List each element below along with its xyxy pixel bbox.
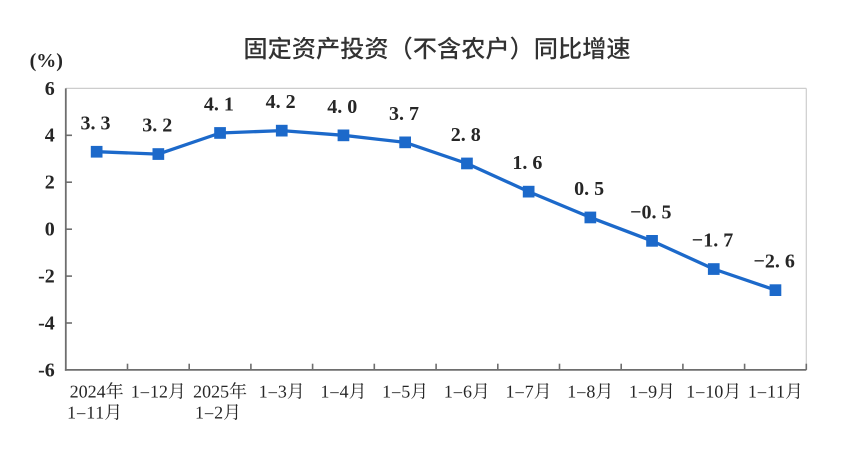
svg-text:(%): (%) [30,50,63,72]
svg-text:4. 2: 4. 2 [266,91,296,113]
svg-text:0: 0 [45,219,55,241]
svg-text:4. 1: 4. 1 [204,94,234,116]
svg-text:−0. 5: −0. 5 [630,202,671,224]
svg-text:0. 5: 0. 5 [574,178,604,200]
svg-text:3. 2: 3. 2 [142,115,172,137]
svg-text:−2. 6: −2. 6 [753,251,794,273]
svg-text:4: 4 [45,125,55,147]
svg-text:-2: -2 [38,266,55,288]
svg-text:3. 3: 3. 3 [81,112,111,134]
svg-text:4. 0: 4. 0 [327,96,357,118]
svg-text:-6: -6 [38,359,55,381]
svg-text:−1. 7: −1. 7 [692,230,733,252]
svg-text:1. 6: 1. 6 [512,152,542,174]
svg-text:3. 7: 3. 7 [389,103,419,125]
svg-text:2. 8: 2. 8 [451,124,481,146]
svg-text:-4: -4 [38,312,55,334]
svg-text:2: 2 [45,172,55,194]
svg-text:6: 6 [45,78,55,100]
